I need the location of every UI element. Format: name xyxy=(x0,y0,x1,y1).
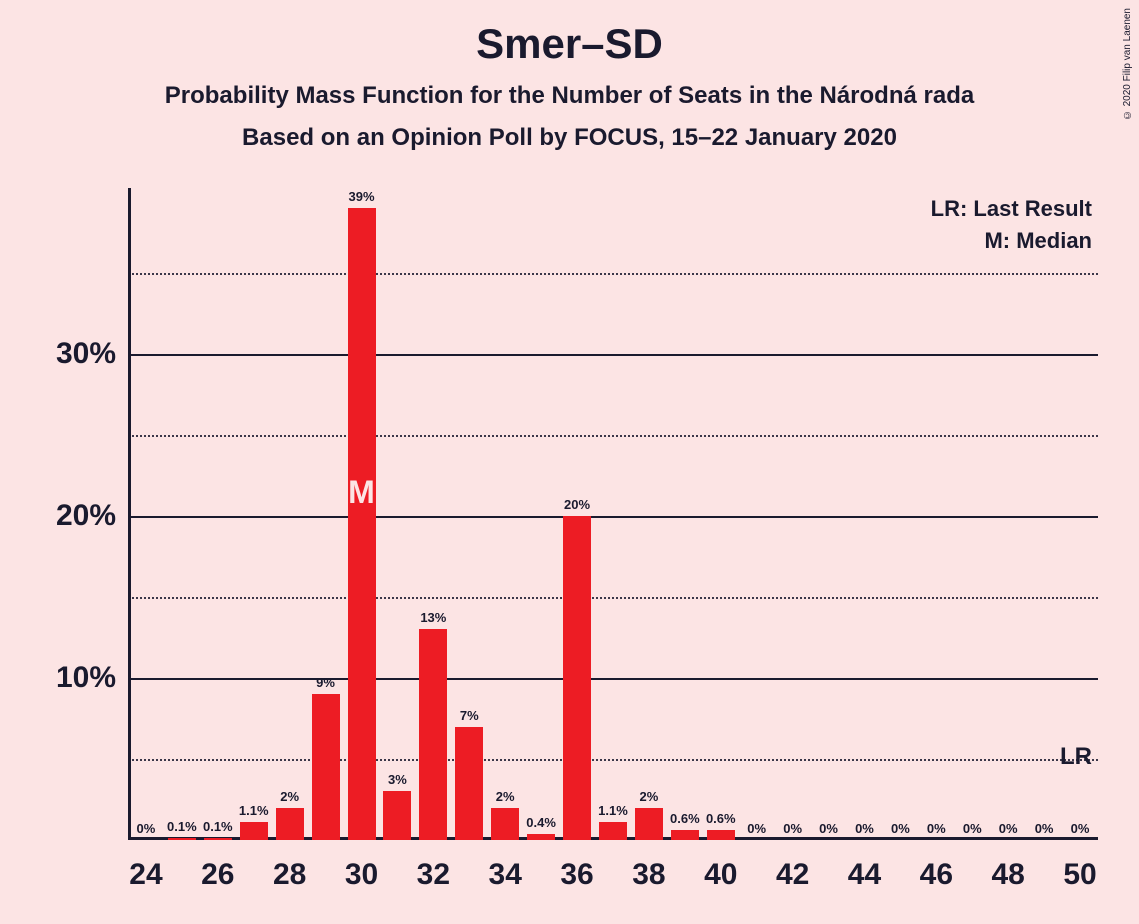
bar: 39%M xyxy=(348,208,376,840)
y-axis xyxy=(128,188,131,840)
x-axis-label: 42 xyxy=(776,858,809,892)
bar: 9% xyxy=(312,694,340,840)
chart-title: Smer–SD xyxy=(0,20,1139,68)
bar-value-label: 0.6% xyxy=(706,811,736,826)
x-axis-label: 34 xyxy=(489,858,522,892)
y-axis-label: 20% xyxy=(56,499,116,533)
x-axis-label: 40 xyxy=(704,858,737,892)
x-axis-label: 30 xyxy=(345,858,378,892)
chart-plot-area: LR: Last Result M: Median 10%20%30%24262… xyxy=(128,192,1098,840)
bar: 1.1% xyxy=(599,822,627,840)
bar-value-label: 0.1% xyxy=(167,819,197,834)
gridline-minor xyxy=(128,273,1098,275)
gridline-minor xyxy=(128,435,1098,437)
bar: 2% xyxy=(491,808,519,840)
bar-value-label: 1.1% xyxy=(598,803,628,818)
bar-value-label: 2% xyxy=(640,789,659,804)
gridline-major xyxy=(128,516,1098,518)
x-axis-label: 44 xyxy=(848,858,881,892)
bar: 7% xyxy=(455,727,483,840)
x-axis-label: 32 xyxy=(417,858,450,892)
bar-value-label: 7% xyxy=(460,708,479,723)
bar: 13% xyxy=(419,629,447,840)
bar-value-label: 3% xyxy=(388,772,407,787)
bar: 0.6% xyxy=(707,830,735,840)
bar-value-label: 2% xyxy=(280,789,299,804)
x-axis-label: 36 xyxy=(560,858,593,892)
bar-value-label: 0% xyxy=(963,821,982,836)
y-axis-label: 30% xyxy=(56,337,116,371)
bar: 2% xyxy=(635,808,663,840)
x-axis-label: 38 xyxy=(632,858,665,892)
bar-value-label: 9% xyxy=(316,675,335,690)
bar-value-label: 0% xyxy=(891,821,910,836)
chart-subtitle-2: Based on an Opinion Poll by FOCUS, 15–22… xyxy=(0,124,1139,152)
gridline-minor xyxy=(128,759,1098,761)
bar-value-label: 0% xyxy=(999,821,1018,836)
bar-value-label: 0% xyxy=(137,821,156,836)
legend-lr: LR: Last Result xyxy=(931,196,1092,222)
legend-m: M: Median xyxy=(984,228,1092,254)
y-axis-label: 10% xyxy=(56,661,116,695)
gridline-major xyxy=(128,678,1098,680)
bar: 0.1% xyxy=(168,838,196,840)
bar-value-label: 20% xyxy=(564,497,590,512)
x-axis-label: 24 xyxy=(129,858,162,892)
lr-mark: LR xyxy=(1060,743,1092,771)
x-axis-label: 50 xyxy=(1063,858,1096,892)
x-axis-label: 28 xyxy=(273,858,306,892)
bar-value-label: 0.1% xyxy=(203,819,233,834)
bar-value-label: 0% xyxy=(747,821,766,836)
bar-value-label: 13% xyxy=(420,610,446,625)
gridline-major xyxy=(128,354,1098,356)
bar: 1.1% xyxy=(240,822,268,840)
bar: 0.1% xyxy=(204,838,232,840)
bar: 0.6% xyxy=(671,830,699,840)
bar-value-label: 0% xyxy=(1071,821,1090,836)
bar-value-label: 0% xyxy=(855,821,874,836)
copyright-text: © 2020 Filip van Laenen xyxy=(1122,8,1133,120)
bar-value-label: 0.4% xyxy=(526,815,556,830)
bar-value-label: 0% xyxy=(1035,821,1054,836)
gridline-minor xyxy=(128,597,1098,599)
bar: 3% xyxy=(383,791,411,840)
median-mark: M xyxy=(348,474,376,511)
bar-value-label: 1.1% xyxy=(239,803,269,818)
bar-value-label: 0.6% xyxy=(670,811,700,826)
bar-value-label: 2% xyxy=(496,789,515,804)
bar: 0.4% xyxy=(527,834,555,840)
bar-value-label: 0% xyxy=(819,821,838,836)
bar: 20% xyxy=(563,516,591,840)
bar-value-label: 0% xyxy=(783,821,802,836)
bar: 2% xyxy=(276,808,304,840)
x-axis-label: 48 xyxy=(991,858,1024,892)
chart-subtitle-1: Probability Mass Function for the Number… xyxy=(0,82,1139,110)
bar-value-label: 0% xyxy=(927,821,946,836)
x-axis-label: 26 xyxy=(201,858,234,892)
bar-value-label: 39% xyxy=(348,189,374,204)
x-axis-label: 46 xyxy=(920,858,953,892)
